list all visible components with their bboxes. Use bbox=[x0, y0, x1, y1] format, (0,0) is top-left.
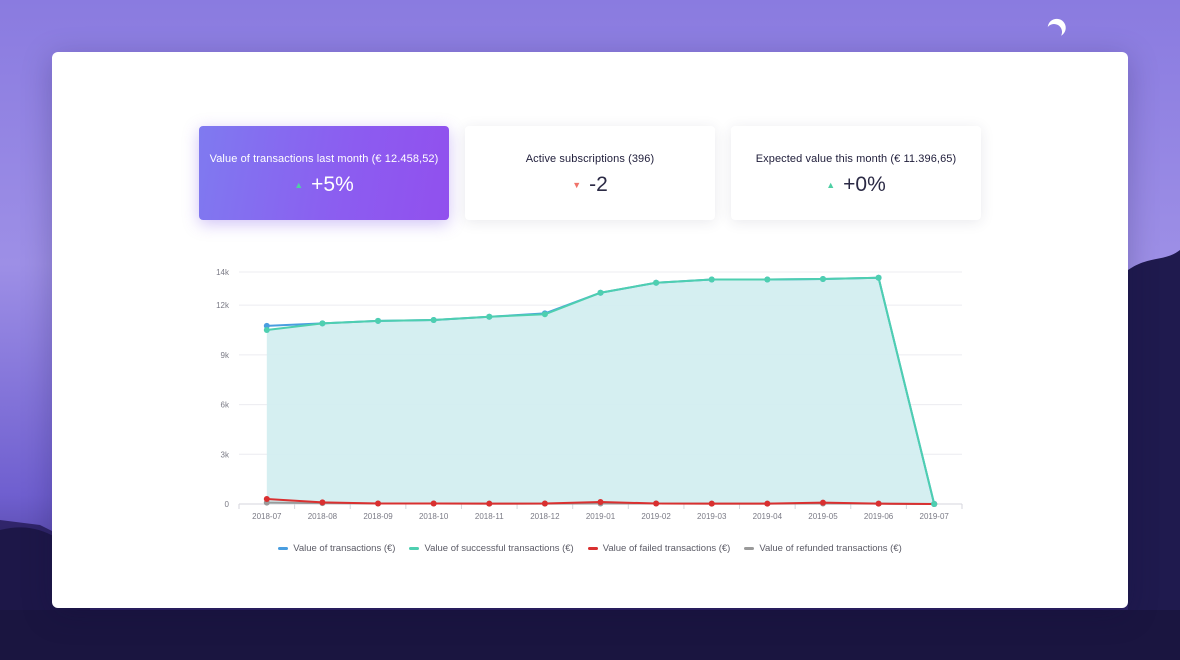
data-point bbox=[764, 276, 771, 283]
data-point bbox=[263, 496, 270, 503]
y-tick-label: 12k bbox=[216, 301, 230, 310]
legend-item[interactable]: Value of successful transactions (€) bbox=[409, 543, 574, 554]
y-tick-label: 9k bbox=[221, 351, 230, 360]
transactions-chart: 14k 12k 9k 6k 3k 0 2018-07 2018-08 2018-09 2018-1… bbox=[216, 268, 963, 521]
x-tick-label: 2018-12 bbox=[530, 512, 560, 521]
data-point bbox=[375, 317, 382, 324]
x-tick-label: 2018-07 bbox=[252, 512, 282, 521]
card-active-subscriptions: Active subscriptions (396) ▼ -2 bbox=[465, 126, 715, 220]
data-point bbox=[263, 322, 270, 329]
data-point bbox=[263, 327, 270, 333]
card-delta: +0% bbox=[843, 173, 886, 196]
legend-swatch bbox=[744, 547, 755, 550]
card-title: Active subscriptions (396) bbox=[525, 153, 655, 165]
data-point bbox=[319, 320, 326, 327]
data-point bbox=[486, 500, 493, 507]
data-point bbox=[708, 500, 715, 507]
legend-item[interactable]: Value of refunded transactions (€) bbox=[744, 543, 902, 554]
data-point bbox=[541, 311, 548, 318]
card-delta: +5% bbox=[311, 173, 354, 196]
y-tick-label: 3k bbox=[221, 450, 230, 459]
card-title: Expected value this month (€ 11.396,65) bbox=[755, 153, 957, 165]
data-point bbox=[819, 499, 826, 506]
x-tick-label: 2018-08 bbox=[308, 512, 338, 521]
data-point bbox=[653, 500, 660, 507]
x-tick-label: 2019-06 bbox=[864, 512, 894, 521]
legend-item[interactable]: Value of failed transactions (€) bbox=[587, 543, 731, 554]
arrow-down-icon: ▼ bbox=[572, 180, 582, 190]
legend-label: Value of failed transactions (€) bbox=[602, 543, 731, 554]
data-point bbox=[319, 499, 326, 506]
data-point bbox=[430, 500, 437, 507]
data-point bbox=[486, 313, 493, 320]
x-tick-label: 2019-05 bbox=[808, 512, 838, 521]
legend-swatch bbox=[587, 547, 598, 550]
x-tick-label: 2019-04 bbox=[753, 512, 783, 521]
y-tick-label: 0 bbox=[225, 500, 230, 509]
data-point bbox=[375, 500, 382, 507]
card-value: ▲ +5% bbox=[199, 171, 449, 199]
card-expected-value: Expected value this month (€ 11.396,65) … bbox=[731, 126, 981, 220]
card-transactions-last-month: Value of transactions last month (€ 12.4… bbox=[199, 126, 449, 220]
legend-label: Value of successful transactions (€) bbox=[424, 543, 574, 554]
data-point bbox=[764, 500, 771, 507]
x-tick-label: 2019-03 bbox=[697, 512, 727, 521]
x-tick-label: 2018-09 bbox=[363, 512, 393, 521]
legend-swatch bbox=[278, 547, 289, 550]
data-point bbox=[597, 499, 604, 506]
y-tick-label: 6k bbox=[221, 401, 230, 410]
data-point bbox=[931, 501, 938, 507]
data-point bbox=[541, 500, 548, 507]
legend-item[interactable]: Value of transactions (€) bbox=[278, 543, 395, 554]
x-tick-label: 2019-07 bbox=[920, 512, 950, 521]
area-fill bbox=[266, 277, 935, 504]
card-title: Value of transactions last month (€ 12.4… bbox=[209, 153, 439, 165]
chart-legend: Value of transactions (€) Value of succes… bbox=[52, 543, 1128, 554]
x-tick-label: 2018-11 bbox=[475, 512, 504, 521]
data-point bbox=[708, 276, 715, 283]
legend-label: Value of transactions (€) bbox=[293, 543, 396, 554]
card-delta: -2 bbox=[589, 173, 608, 196]
x-tick-label: 2019-02 bbox=[641, 512, 671, 521]
data-point bbox=[653, 279, 660, 286]
legend-swatch bbox=[409, 547, 420, 550]
legend-label: Value of refunded transactions (€) bbox=[759, 543, 902, 554]
data-point bbox=[875, 500, 882, 507]
data-point bbox=[430, 317, 437, 324]
data-point bbox=[875, 274, 882, 281]
x-tick-label: 2019-01 bbox=[586, 512, 616, 521]
dashboard-panel: Value of transactions last month (€ 12.4… bbox=[52, 52, 1128, 608]
data-point bbox=[597, 289, 604, 296]
y-tick-label: 14k bbox=[216, 268, 230, 277]
x-tick-label: 2018-10 bbox=[419, 512, 449, 521]
card-value: ▼ -2 bbox=[465, 171, 715, 199]
data-point bbox=[819, 275, 826, 282]
moon-icon bbox=[1044, 22, 1065, 43]
card-value: ▲ +0% bbox=[731, 171, 981, 199]
arrow-up-icon: ▲ bbox=[826, 180, 836, 190]
arrow-up-icon: ▲ bbox=[294, 180, 304, 190]
